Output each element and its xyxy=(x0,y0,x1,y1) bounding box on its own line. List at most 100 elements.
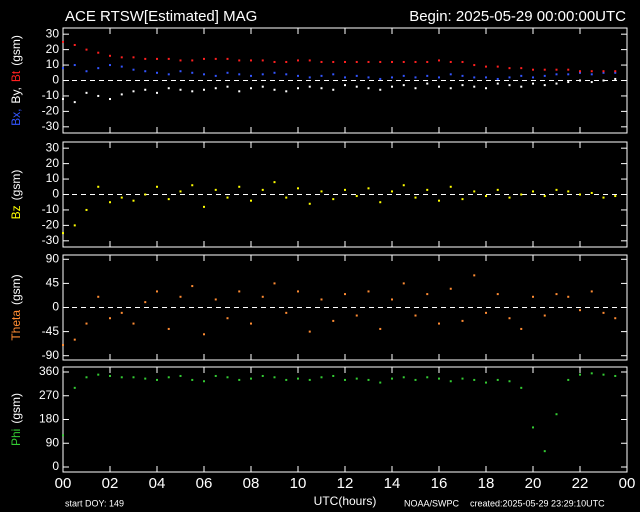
data-point xyxy=(191,59,194,62)
data-point xyxy=(203,333,205,336)
data-point xyxy=(97,185,100,188)
data-point xyxy=(379,201,382,204)
data-point xyxy=(203,73,205,76)
data-point xyxy=(273,376,276,379)
y-tick-label: 0 xyxy=(52,300,59,314)
data-point xyxy=(250,87,252,90)
data-point xyxy=(414,196,417,199)
data-point xyxy=(555,82,558,85)
data-point xyxy=(109,98,111,101)
y-tick-label: -20 xyxy=(42,218,60,232)
data-point xyxy=(285,90,288,93)
data-point xyxy=(391,377,393,380)
data-point xyxy=(602,196,605,199)
data-point xyxy=(438,322,440,325)
data-point xyxy=(614,374,617,377)
data-point xyxy=(156,290,158,293)
data-point xyxy=(508,317,511,320)
data-point xyxy=(344,293,346,296)
y-tick-label: 0 xyxy=(52,187,59,201)
y-tick-label: 20 xyxy=(46,42,60,56)
data-point xyxy=(85,208,88,211)
data-point xyxy=(520,386,523,389)
data-point xyxy=(367,87,370,90)
data-point xyxy=(485,87,487,90)
data-point xyxy=(438,59,440,62)
data-point xyxy=(238,378,241,381)
data-point xyxy=(543,314,546,317)
data-point xyxy=(590,290,593,293)
data-point xyxy=(179,70,182,73)
data-point xyxy=(250,59,252,62)
data-point xyxy=(167,87,170,90)
data-point xyxy=(426,376,429,379)
data-point xyxy=(426,293,429,296)
y-tick-label: 360 xyxy=(39,364,59,378)
data-point xyxy=(614,71,617,74)
y-axis-label-part: (gsm) xyxy=(9,35,23,66)
y-tick-label: -45 xyxy=(42,324,60,338)
data-point xyxy=(567,378,570,381)
y-axis-label-part: (gsm) xyxy=(9,393,23,424)
data-point xyxy=(167,376,170,379)
data-point xyxy=(297,74,299,77)
data-point xyxy=(555,188,558,191)
data-point xyxy=(520,327,523,330)
data-point xyxy=(590,191,593,194)
data-point xyxy=(426,60,429,63)
data-point xyxy=(308,85,311,88)
x-tick-label: 00 xyxy=(619,475,636,492)
data-point xyxy=(167,57,170,60)
data-point xyxy=(332,73,335,76)
data-point xyxy=(543,84,546,87)
data-point xyxy=(226,71,229,74)
y-tick-label: 180 xyxy=(39,412,59,426)
y-tick-label: 10 xyxy=(46,171,60,185)
data-point xyxy=(379,381,382,384)
data-point xyxy=(532,68,534,71)
data-point xyxy=(85,322,88,325)
data-point xyxy=(85,376,88,379)
x-tick-label: 20 xyxy=(525,475,542,492)
data-point xyxy=(367,60,370,63)
data-point xyxy=(285,378,288,381)
data-point xyxy=(438,377,440,380)
y-axis-label-part: Bz xyxy=(9,205,23,219)
data-point xyxy=(144,377,147,380)
data-point xyxy=(590,81,593,84)
data-point xyxy=(461,319,464,322)
data-point xyxy=(320,190,323,193)
y-tick-label: -10 xyxy=(42,202,60,216)
data-point xyxy=(402,84,405,87)
data-point xyxy=(261,188,264,191)
data-point xyxy=(167,198,170,201)
x-tick-label: 00 xyxy=(55,475,72,492)
data-point xyxy=(449,287,452,290)
data-point xyxy=(109,64,111,67)
data-point xyxy=(426,82,429,85)
data-point xyxy=(156,185,158,188)
y-tick-label: 90 xyxy=(46,435,60,449)
data-point xyxy=(226,57,229,60)
data-point xyxy=(438,85,440,88)
y-axis-label-part: By, xyxy=(9,87,23,103)
data-point xyxy=(473,274,476,277)
data-point xyxy=(144,57,147,60)
y-axis-label-part: Bx, xyxy=(9,109,23,126)
data-point xyxy=(120,65,123,68)
data-point xyxy=(461,198,464,201)
data-point xyxy=(449,60,452,63)
data-point xyxy=(344,378,346,381)
data-point xyxy=(203,88,205,91)
data-point xyxy=(238,185,241,188)
data-point xyxy=(214,57,217,60)
y-axis-label: Phi (gsm) xyxy=(9,393,23,446)
data-point xyxy=(332,374,335,377)
data-point xyxy=(391,60,393,63)
data-point xyxy=(590,70,593,73)
data-point xyxy=(496,188,499,191)
data-point xyxy=(344,188,346,191)
data-point xyxy=(179,295,182,298)
data-point xyxy=(344,60,346,63)
data-point xyxy=(132,56,135,59)
